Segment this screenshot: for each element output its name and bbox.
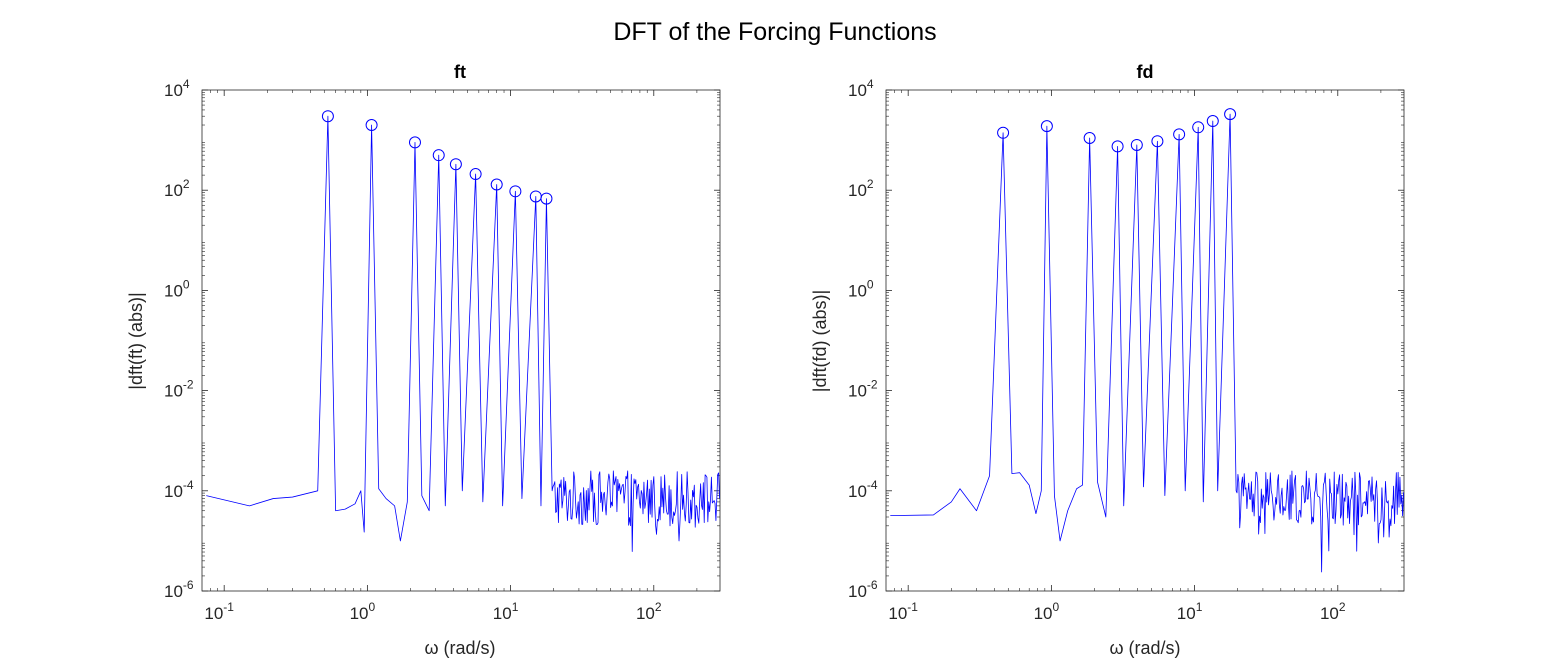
x-axis-label: ω (rad/s)	[424, 638, 495, 658]
y-axis-label: |dft(fd) (abs)|	[810, 290, 830, 392]
peak-marker	[408, 136, 421, 149]
x-tick-label: 102	[1320, 600, 1346, 623]
y-tick-label: 10-6	[848, 578, 878, 601]
panel-fd: fd ω (rad/s) |dft(fd) (abs)| 10-1 100 101 1…	[810, 62, 1405, 658]
x-tick-label: 102	[636, 600, 662, 623]
peak-marker	[1206, 115, 1219, 128]
y-tick-label: 102	[164, 177, 190, 200]
axes-box	[201, 89, 721, 592]
peak-marker	[1083, 132, 1096, 145]
peak-marker	[1173, 128, 1186, 141]
y-tick-label: 10-2	[848, 378, 878, 401]
y-tick-label: 104	[164, 77, 190, 100]
peak-marker	[1111, 140, 1124, 153]
peak-marker	[1040, 120, 1053, 133]
x-tick-label: 10-1	[204, 600, 234, 623]
peak-marker	[449, 158, 462, 171]
peak-marker	[509, 185, 522, 198]
x-tick-label: 101	[493, 600, 519, 623]
peak-marker	[1192, 121, 1205, 134]
minor-ticks	[886, 90, 1404, 591]
x-axis-label: ω (rad/s)	[1109, 638, 1180, 658]
x-tick-label: 100	[1034, 600, 1060, 623]
peak-marker	[997, 126, 1010, 139]
x-tick-label: 10-1	[888, 600, 918, 623]
y-tick-label: 100	[848, 277, 874, 300]
series-line	[890, 113, 1404, 573]
peak-marker	[432, 149, 445, 162]
y-tick-label: 10-4	[848, 478, 878, 501]
peak-marker	[321, 110, 334, 123]
panel-ft: ft ω (rad/s) |dft(ft) (abs)| 10-1 100 101 1…	[126, 62, 721, 658]
y-tick-label: 102	[848, 177, 874, 200]
figure-title: DFT of the Forcing Functions	[613, 18, 936, 46]
y-tick-label: 100	[164, 277, 190, 300]
y-tick-label: 10-6	[164, 578, 194, 601]
peak-marker	[490, 178, 503, 191]
peak-marker	[1224, 108, 1237, 121]
minor-ticks	[202, 90, 720, 591]
y-tick-label: 104	[848, 77, 874, 100]
series-line	[206, 115, 720, 552]
peak-marker	[1151, 135, 1164, 148]
y-tick-label: 10-2	[164, 378, 194, 401]
peak-marker	[365, 119, 378, 132]
axes-box	[885, 89, 1405, 592]
panel-title: ft	[454, 62, 466, 82]
peak-marker	[540, 192, 553, 205]
peak-marker	[469, 168, 482, 181]
y-axis-label: |dft(ft) (abs)|	[126, 292, 146, 389]
y-tick-label: 10-4	[164, 478, 194, 501]
x-tick-label: 100	[350, 600, 376, 623]
peak-marker	[1130, 138, 1143, 151]
x-tick-label: 101	[1177, 600, 1203, 623]
panel-title: fd	[1137, 62, 1154, 82]
